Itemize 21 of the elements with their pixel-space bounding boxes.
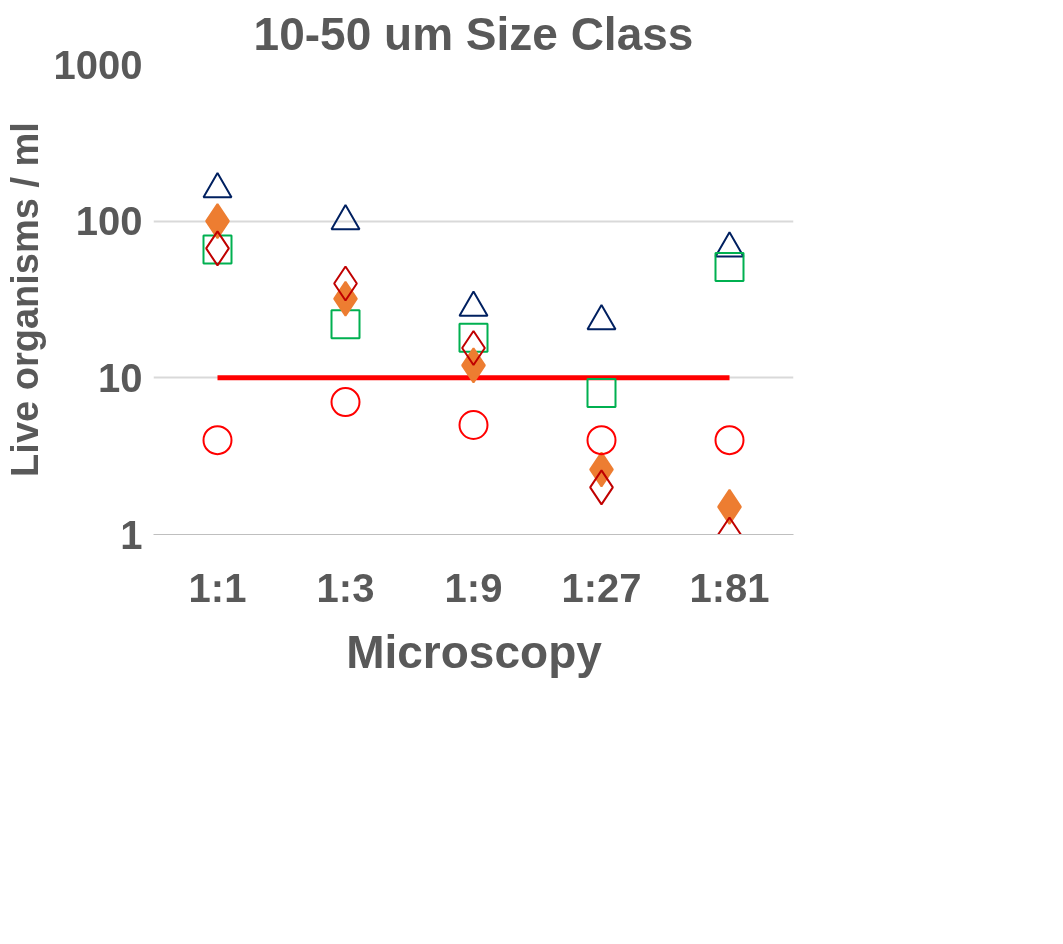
point [714, 251, 745, 282]
y-axis-title: Live organisms / ml [3, 122, 46, 477]
chart-title: 10-50 um Size Class [253, 7, 694, 60]
y-tick-label: 100 [75, 199, 143, 244]
x-tick-label: 1:81 [689, 565, 770, 610]
text: Microscopy [346, 625, 602, 679]
point [458, 410, 489, 440]
point [202, 425, 233, 456]
y-tick-label: 1000 [53, 42, 143, 87]
x-tick-label: 1:27 [561, 565, 642, 610]
x-tick-label: 1:1 [188, 565, 247, 610]
y-tick-label: 1 [120, 512, 143, 557]
point [330, 309, 361, 340]
point [586, 378, 617, 409]
point [330, 387, 361, 418]
y-tick-label: 10 [98, 355, 143, 400]
x-tick-label: 1:9 [444, 565, 503, 610]
x-tick-label: 1:3 [316, 565, 375, 610]
point [714, 425, 745, 456]
point [586, 425, 617, 456]
point [458, 322, 489, 353]
